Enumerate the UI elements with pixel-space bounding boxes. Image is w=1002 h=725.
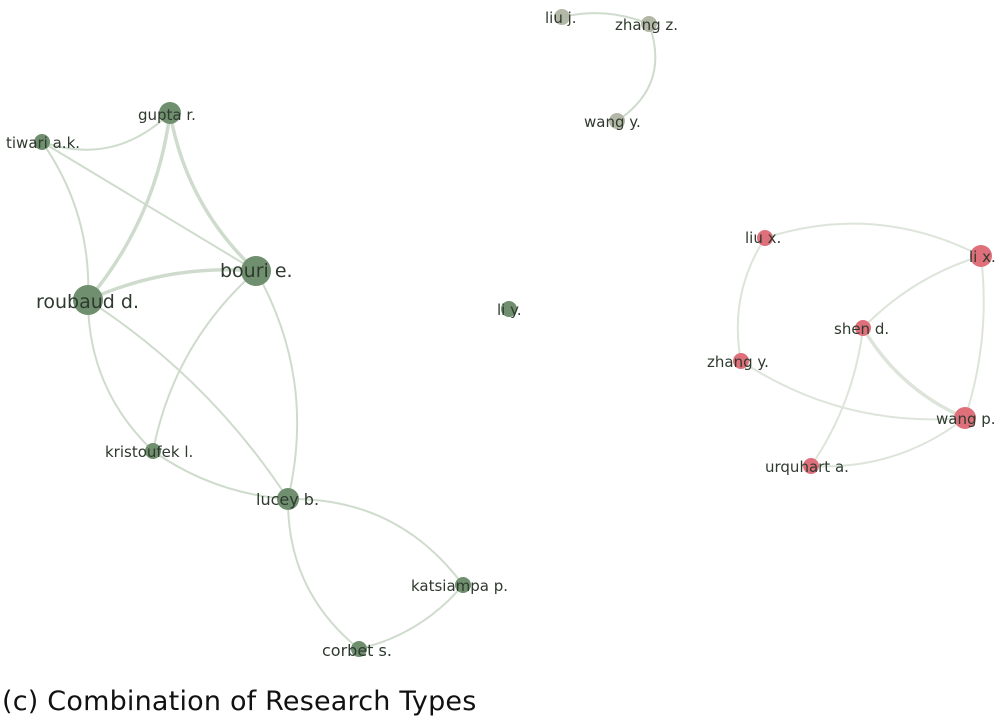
edge-urquhart-wangp: [810, 417, 966, 468]
co-authorship-network: gupta r. tiwari a.k. bouri e. roubaud d. kri…: [6, 9, 996, 660]
node-label-zhangy: zhang y.: [707, 353, 769, 371]
node-label-katsiampa: katsiampa p.: [411, 577, 508, 595]
node-urquhart[interactable]: [803, 458, 819, 474]
edge-zhangz-wangy: [616, 23, 657, 122]
edge-bouri-kristoufek: [152, 270, 257, 452]
edge-liux-zhangy: [736, 237, 766, 362]
edge-liux-lix: [764, 222, 982, 257]
node-zhangz[interactable]: [641, 16, 657, 32]
node-wangp[interactable]: [954, 407, 976, 429]
node-label-tiwari: tiwari a.k.: [6, 134, 80, 152]
node-label-lucey: lucey b.: [256, 490, 319, 509]
edge-roubaud-lucey: [87, 299, 289, 500]
node-liux[interactable]: [757, 230, 773, 246]
node-label-wangy: wang y.: [584, 113, 641, 131]
edge-bouri-lucey: [255, 270, 299, 500]
node-label-wangp: wang p.: [936, 410, 996, 428]
edge-liuj-zhangz: [561, 12, 650, 25]
edge-tiwari-roubaud: [41, 141, 90, 301]
node-wangy[interactable]: [609, 113, 625, 129]
figure-caption: (c) Combination of Research Types: [2, 686, 477, 717]
node-label-shend: shen d.: [834, 320, 889, 338]
edge-zhangy-wangp: [740, 360, 966, 421]
nodes-layer: [34, 9, 992, 657]
node-label-urquhart: urquhart a.: [765, 458, 849, 476]
edge-shend-urquhart: [810, 327, 864, 467]
node-kristoufek[interactable]: [145, 443, 161, 459]
node-label-liuj: liu j.: [545, 9, 577, 27]
node-label-lix: li x.: [969, 248, 996, 266]
node-label-zhangz: zhang z.: [615, 16, 678, 34]
node-bouri[interactable]: [241, 256, 271, 286]
node-liuj[interactable]: [554, 9, 570, 25]
node-zhangy[interactable]: [733, 353, 749, 369]
node-label-corbet: corbet s.: [322, 641, 392, 660]
edge-roubaud-kristoufek: [87, 299, 154, 452]
node-tiwari[interactable]: [34, 134, 50, 150]
edge-lucey-katsiampa: [287, 497, 464, 586]
node-lix[interactable]: [970, 245, 992, 267]
edge-tiwari-bouri: [41, 141, 257, 272]
node-lucey[interactable]: [277, 488, 299, 510]
edge-lix-wangp: [964, 255, 985, 419]
node-label-liux: liu x.: [745, 229, 781, 247]
edge-gupta-roubaud: [86, 111, 172, 302]
edge-shend-wangp: [861, 326, 967, 420]
node-label-liy: li y.: [497, 301, 522, 319]
node-liy[interactable]: [501, 301, 517, 317]
node-shend[interactable]: [855, 320, 871, 336]
edge-gupta-tiwari: [41, 112, 171, 151]
edge-roubaud-bouri: [86, 268, 258, 302]
edge-gupta-bouri: [168, 111, 258, 273]
edge-lucey-corbet: [286, 498, 360, 650]
node-katsiampa[interactable]: [455, 577, 471, 593]
node-label-roubaud: roubaud d.: [36, 291, 139, 313]
node-label-bouri: bouri e.: [220, 260, 293, 282]
edge-lix-shend: [862, 255, 982, 329]
edge-katsiampa-corbet: [358, 584, 464, 650]
node-corbet[interactable]: [351, 641, 367, 657]
labels-layer: gupta r. tiwari a.k. bouri e. roubaud d. kri…: [6, 9, 996, 660]
node-gupta[interactable]: [159, 102, 181, 124]
node-label-kristoufek: kristoufek l.: [105, 443, 193, 461]
edges-layer: [41, 12, 985, 650]
node-roubaud[interactable]: [73, 285, 103, 315]
edge-kristoufek-lucey: [152, 450, 289, 500]
node-label-gupta: gupta r.: [138, 106, 196, 124]
